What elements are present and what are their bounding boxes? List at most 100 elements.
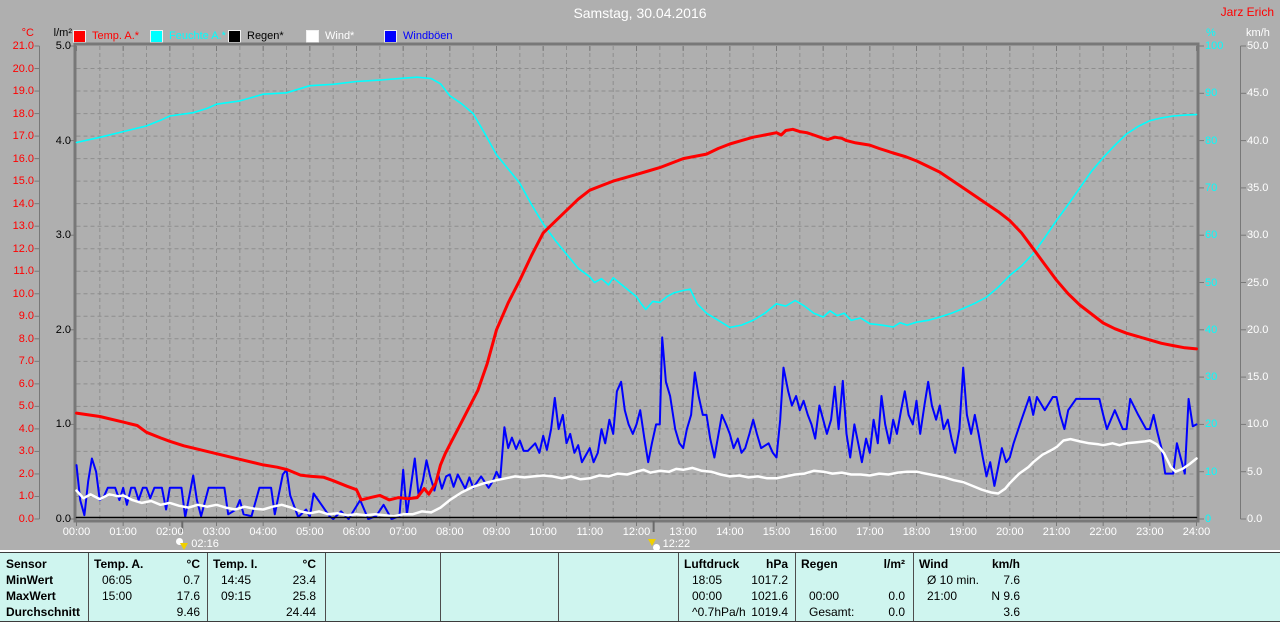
temp-axis-label: 6.0 [18,377,34,390]
x-axis-label: 09:00 [482,526,511,538]
temp-axis-label: 17.0 [12,130,34,143]
rain-axis-label: 1.0 [55,418,71,431]
stats-sensor-name: Temp. I. [213,557,258,571]
temp-axis-label: 11.0 [13,265,34,278]
stats-cell-value: 0.7 [183,573,200,587]
x-axis-label: 13:00 [669,526,697,538]
x-axis-label: 10:00 [529,526,557,538]
rain-axis-label: 0.0 [55,513,71,525]
x-axis-label: 18:00 [902,526,931,538]
series-windben-line [75,336,1198,520]
humidity-axis-label: 60 [1205,229,1218,242]
rain-axis-label: 3.0 [55,229,71,242]
x-axis-label: 17:00 [856,526,884,538]
humidity-axis-label: 20 [1205,418,1218,431]
x-axis-label: 21:00 [1042,526,1071,538]
stats-cell-value: 1021.6 [751,589,788,603]
stats-cell-value: N 9.6 [991,589,1020,603]
legend-swatch-icon [306,29,319,43]
astro-marker-time: 12:22 [662,538,691,550]
page-title: Samstag, 30.04.2016 [573,5,707,21]
stats-sensor-name: Luftdruck [684,557,740,571]
x-axis-label: 20:00 [996,526,1024,538]
x-axis-label: 15:00 [762,526,791,538]
x-axis-label: 07:00 [389,526,417,538]
windspeed-axis-label: 35.0 [1247,181,1269,194]
x-axis-label: 19:00 [949,526,977,538]
stats-cell-value: 3.6 [1003,605,1020,619]
stats-cell-time: Ø 10 min. [927,573,980,587]
humidity-axis-label: 70 [1205,181,1218,194]
stats-cell-time: 00:00 [809,589,840,603]
stats-cell-value: 1019.4 [751,605,788,619]
x-axis-label: 03:00 [202,526,231,538]
stats-cell-time: 09:15 [221,589,252,603]
temp-axis-label: 1.0 [18,490,34,503]
series-feuchtea-line [75,76,1198,329]
temp-axis-label: 8.0 [18,332,34,345]
rain-axis-label: 5.0 [55,40,71,52]
x-axis-label: 12:00 [622,526,651,538]
stats-row-label: Durchschnitt [6,605,81,619]
temp-axis-label: 4.0 [18,422,34,435]
stats-cell-value: 0.0 [888,589,905,603]
humidity-axis-label: 30 [1205,371,1218,384]
legend-item: Wind* [306,29,354,43]
temp-axis-label: 21.0 [12,40,34,52]
temp-axis-label: 0.0 [18,513,34,525]
x-axis-label: 23:00 [1136,526,1164,538]
humidity-axis-label: 10 [1205,465,1218,478]
humidity-axis-label: 50 [1205,276,1218,289]
stats-cell-value: 17.6 [176,589,200,603]
x-axis-label: 04:00 [249,526,277,538]
stats-sensor-unit: °C [186,557,200,571]
stats-sensor-unit: hPa [765,557,788,571]
x-axis-label: 16:00 [809,526,837,538]
temp-axis-label: 20.0 [12,62,34,75]
windspeed-axis-label: 25.0 [1247,276,1269,289]
stats-sensor-name: Wind [919,557,949,571]
stats-table: Sensor MinWert MaxWert Durchschnitt Temp. A.… [0,552,1280,622]
x-axis-label: 06:00 [342,526,371,538]
weather-chart [34,42,1246,532]
windspeed-axis-label: 40.0 [1247,134,1269,147]
moon-icon [652,544,660,551]
station-name: Jarz Erich [1220,5,1274,19]
astro-marker: 02:16 [176,538,219,551]
temp-axis-label: 7.0 [18,355,34,368]
temp-axis-label: 16.0 [12,152,34,165]
table-divider [558,553,559,621]
x-axis-label: 08:00 [436,526,464,538]
stats-sensor-name: Temp. A. [94,557,144,571]
stats-cell-value: 23.4 [292,573,316,587]
stats-cell-value: 24.44 [285,605,316,619]
stats-cell-value: 25.8 [292,589,316,603]
stats-cell-value: 9.46 [176,605,200,619]
table-divider [678,553,679,621]
windspeed-axis-label: 0.0 [1247,513,1263,525]
x-axis-label: 14:00 [716,526,744,538]
stats-cell-value: 1017.2 [751,573,788,587]
series-tempa-line [75,127,1198,502]
x-axis-label: 11:00 [576,526,604,538]
legend-swatch-icon [150,29,163,43]
table-divider [207,553,208,621]
temp-axis-label: 14.0 [12,197,34,210]
windspeed-axis-label: 45.0 [1247,87,1269,100]
temp-axis-label: 15.0 [12,175,34,188]
rain-axis-label: 4.0 [55,134,71,147]
series-wind-line [75,437,1198,518]
windspeed-axis-label: 20.0 [1247,323,1269,336]
temp-axis-label: 13.0 [12,220,34,233]
temp-axis-unit: °C [21,27,34,39]
temp-axis-label: 12.0 [12,242,34,255]
legend-swatch-icon [228,29,241,43]
stats-cell-value: 7.6 [1003,573,1020,587]
temp-axis-label: 18.0 [12,107,34,120]
rain-axis-label: 2.0 [55,323,71,336]
stats-cell-time: 00:00 [692,589,723,603]
stats-sensor-unit: l/m² [883,557,905,571]
table-divider [795,553,796,621]
legend-label: Regen* [247,30,284,42]
